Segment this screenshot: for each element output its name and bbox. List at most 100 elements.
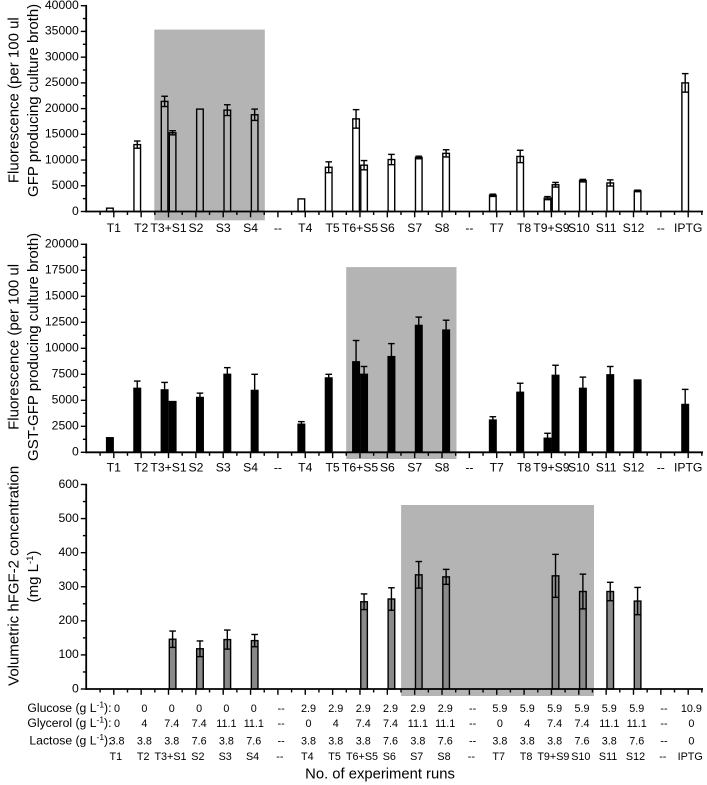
svg-text:30000: 30000 — [45, 50, 79, 64]
svg-text:T9+S9: T9+S9 — [537, 751, 569, 763]
svg-text:5000: 5000 — [52, 393, 79, 407]
svg-text:--: -- — [469, 718, 477, 730]
svg-text:500: 500 — [58, 511, 79, 525]
svg-text:7.6: 7.6 — [192, 735, 207, 747]
svg-text:0: 0 — [169, 703, 175, 715]
svg-text:0: 0 — [196, 703, 202, 715]
svg-text:0: 0 — [688, 718, 694, 730]
svg-text:5.9: 5.9 — [574, 703, 589, 715]
svg-text:T5: T5 — [325, 221, 339, 235]
svg-text:17500: 17500 — [45, 263, 79, 277]
svg-text:5.9: 5.9 — [492, 703, 507, 715]
svg-text:7500: 7500 — [52, 367, 79, 381]
svg-text:T5: T5 — [325, 460, 339, 474]
svg-text:4: 4 — [333, 718, 339, 730]
svg-text:--: -- — [660, 703, 668, 715]
svg-text:0: 0 — [114, 703, 120, 715]
svg-text:0: 0 — [72, 681, 79, 695]
svg-text:12500: 12500 — [45, 315, 79, 329]
svg-text:--: -- — [274, 460, 282, 474]
svg-text:5.9: 5.9 — [547, 703, 562, 715]
svg-text:3.8: 3.8 — [137, 735, 152, 747]
svg-text:5.9: 5.9 — [629, 703, 644, 715]
svg-text:0: 0 — [114, 718, 120, 730]
svg-text:T4: T4 — [301, 751, 314, 763]
svg-text:T6+S5: T6+S5 — [342, 460, 378, 474]
svg-text:IPTG: IPTG — [674, 460, 702, 474]
svg-text:T6+S5: T6+S5 — [342, 221, 378, 235]
svg-text:T5: T5 — [328, 751, 341, 763]
svg-text:S10: S10 — [568, 460, 590, 474]
svg-text:S2: S2 — [191, 751, 204, 763]
svg-text:--: -- — [657, 460, 665, 474]
svg-text:--: -- — [468, 751, 476, 763]
svg-text:Glycerol (g L-1):: Glycerol (g L-1): — [27, 714, 111, 730]
svg-text:T7: T7 — [492, 751, 505, 763]
svg-text:2.9: 2.9 — [328, 703, 343, 715]
svg-text:S10: S10 — [571, 751, 590, 763]
svg-text:40000: 40000 — [45, 0, 79, 12]
svg-text:20000: 20000 — [45, 237, 79, 251]
svg-text:Fluorescence (per 100 ul: Fluorescence (per 100 ul — [6, 264, 23, 430]
svg-text:T1: T1 — [109, 751, 122, 763]
svg-text:S6: S6 — [380, 460, 395, 474]
svg-text:10000: 10000 — [45, 152, 79, 166]
svg-text:7.4: 7.4 — [547, 718, 562, 730]
svg-text:S3: S3 — [219, 751, 232, 763]
svg-text:600: 600 — [58, 477, 79, 491]
svg-text:--: -- — [469, 703, 477, 715]
svg-text:S8: S8 — [437, 751, 450, 763]
svg-text:7.4: 7.4 — [574, 718, 589, 730]
svg-text:T1: T1 — [107, 460, 121, 474]
svg-text:--: -- — [660, 735, 668, 747]
svg-text:S2: S2 — [188, 460, 203, 474]
svg-text:--: -- — [277, 703, 285, 715]
svg-text:T3+S1: T3+S1 — [154, 751, 186, 763]
svg-text:3.8: 3.8 — [328, 735, 343, 747]
svg-text:11.1: 11.1 — [599, 718, 619, 730]
svg-text:15000: 15000 — [45, 289, 79, 303]
svg-text:--: -- — [659, 751, 667, 763]
svg-text:S11: S11 — [599, 751, 617, 763]
svg-text:10000: 10000 — [45, 341, 79, 355]
svg-text:Fluorescence (per 100 ul: Fluorescence (per 100 ul — [6, 17, 23, 183]
svg-text:S4: S4 — [243, 221, 258, 235]
svg-text:11.1: 11.1 — [435, 718, 455, 730]
svg-text:2.9: 2.9 — [383, 703, 398, 715]
svg-text:0: 0 — [223, 703, 229, 715]
svg-text:--: -- — [657, 221, 665, 235]
svg-text:--: -- — [469, 735, 477, 747]
svg-text:T1: T1 — [107, 221, 121, 235]
svg-text:T2: T2 — [134, 460, 148, 474]
svg-text:2.9: 2.9 — [301, 703, 316, 715]
svg-text:Glucose (g L-1):: Glucose (g L-1): — [27, 699, 111, 715]
svg-text:0: 0 — [251, 703, 257, 715]
svg-text:S6: S6 — [383, 751, 396, 763]
svg-text:0: 0 — [688, 735, 694, 747]
svg-text:15000: 15000 — [45, 127, 79, 141]
svg-text:S12: S12 — [623, 221, 645, 235]
svg-text:T4: T4 — [298, 221, 312, 235]
svg-text:T8: T8 — [517, 221, 531, 235]
svg-text:10.9: 10.9 — [681, 703, 702, 715]
svg-text:--: -- — [465, 460, 473, 474]
svg-text:T2: T2 — [137, 751, 150, 763]
svg-text:S8: S8 — [435, 460, 450, 474]
svg-text:T6+S5: T6+S5 — [346, 751, 378, 763]
svg-text:S2: S2 — [188, 221, 203, 235]
svg-text:T9+S9: T9+S9 — [533, 460, 569, 474]
svg-text:3.8: 3.8 — [410, 735, 425, 747]
svg-text:S10: S10 — [568, 221, 590, 235]
svg-text:S7: S7 — [407, 460, 422, 474]
svg-text:0: 0 — [305, 718, 311, 730]
svg-text:7.6: 7.6 — [246, 735, 261, 747]
svg-text:--: -- — [277, 718, 285, 730]
svg-text:25000: 25000 — [45, 75, 79, 89]
svg-text:7.4: 7.4 — [192, 718, 207, 730]
svg-text:T8: T8 — [517, 460, 531, 474]
svg-text:S7: S7 — [410, 751, 423, 763]
svg-text:7.6: 7.6 — [574, 735, 589, 747]
svg-text:IPTG: IPTG — [678, 751, 703, 763]
svg-text:T3+S1: T3+S1 — [150, 460, 186, 474]
svg-text:4: 4 — [141, 718, 147, 730]
